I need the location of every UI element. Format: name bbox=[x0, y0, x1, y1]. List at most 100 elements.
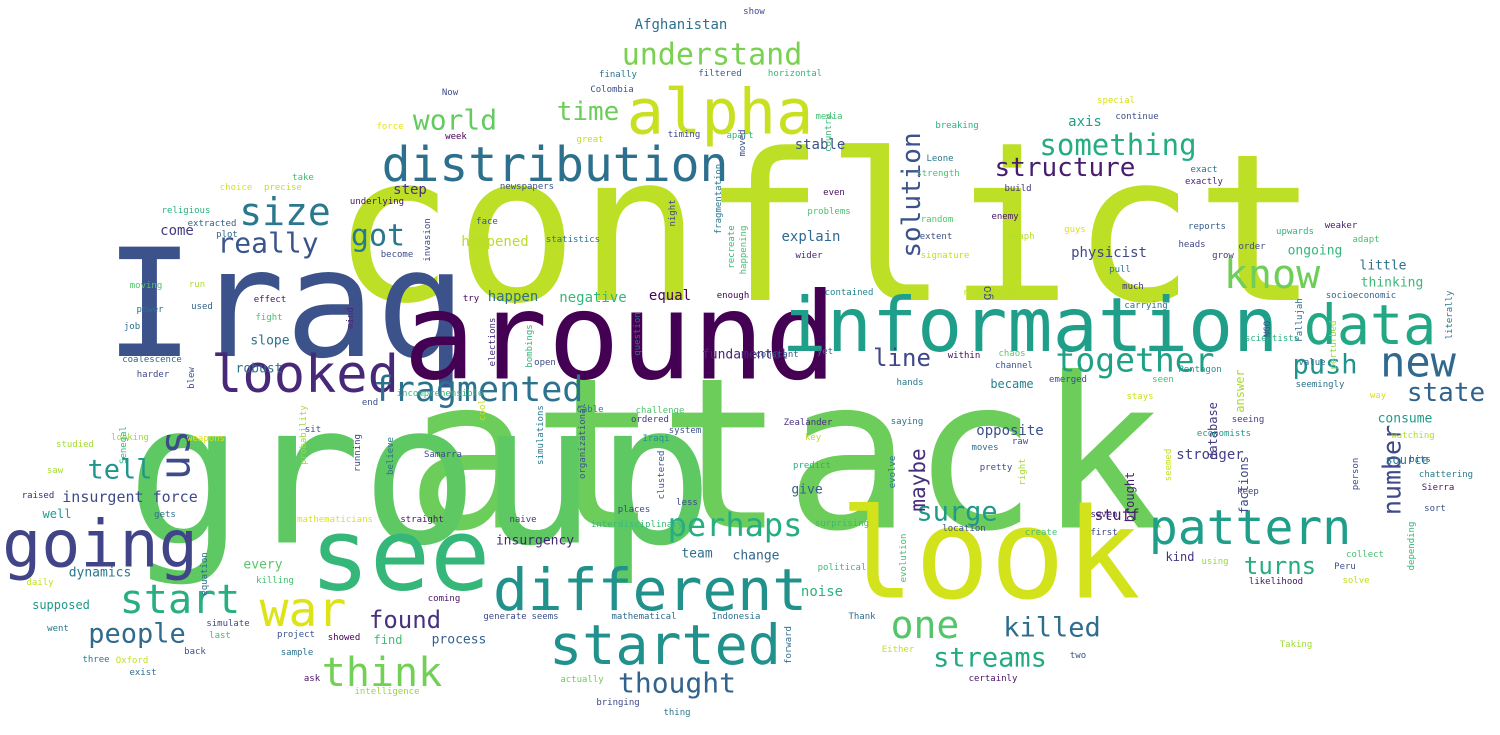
word: moving bbox=[130, 281, 163, 291]
word: much bbox=[1122, 282, 1144, 292]
word: clustered bbox=[657, 451, 667, 500]
word: bombings bbox=[525, 324, 535, 367]
word: stays bbox=[1126, 392, 1153, 402]
word: around bbox=[403, 269, 836, 408]
word: distribution bbox=[382, 137, 729, 193]
word: simulate bbox=[206, 619, 249, 629]
word: signature bbox=[921, 251, 970, 261]
word: exactly bbox=[1185, 177, 1224, 187]
word: slope bbox=[250, 334, 289, 349]
word: Indonesia bbox=[712, 612, 761, 622]
word: brought bbox=[1123, 472, 1137, 523]
word: found bbox=[369, 606, 441, 634]
word: happened bbox=[461, 234, 528, 250]
word: give bbox=[791, 483, 822, 498]
word: cable bbox=[576, 405, 603, 415]
word: horizontal bbox=[768, 69, 822, 79]
word: Either bbox=[882, 645, 915, 655]
word: Zealander bbox=[784, 418, 833, 428]
word: chattering bbox=[1419, 470, 1473, 480]
word: structure bbox=[995, 153, 1136, 183]
word: ordered bbox=[631, 415, 669, 425]
word: running bbox=[353, 434, 363, 472]
word: daily bbox=[26, 578, 54, 588]
word: started bbox=[549, 613, 781, 677]
word: team bbox=[681, 547, 712, 562]
word: coalescence bbox=[122, 355, 182, 365]
word: mathematical bbox=[611, 612, 676, 622]
word: moved bbox=[738, 129, 748, 156]
word: went bbox=[47, 624, 69, 634]
word: enough bbox=[717, 291, 750, 301]
word: media bbox=[815, 112, 842, 122]
word: try bbox=[463, 294, 480, 304]
word: incomprehensible bbox=[397, 389, 484, 399]
word: reasonable bbox=[963, 288, 1017, 298]
word: plot bbox=[216, 230, 238, 240]
word: start bbox=[120, 577, 240, 623]
word: right bbox=[1018, 458, 1028, 485]
word: bits bbox=[1409, 455, 1431, 465]
word: perturbed bbox=[1329, 321, 1339, 370]
word: thought bbox=[618, 667, 736, 700]
word: predict bbox=[793, 461, 831, 471]
word: fundamental bbox=[702, 348, 788, 363]
word: blew bbox=[187, 367, 197, 389]
word: Afghanistan bbox=[635, 17, 728, 33]
word: one bbox=[891, 603, 960, 647]
word: problems bbox=[807, 207, 850, 217]
word: different bbox=[493, 556, 807, 624]
word: Iraqi bbox=[642, 434, 669, 444]
word: think bbox=[322, 650, 442, 696]
word: three bbox=[82, 655, 109, 665]
word: economists bbox=[1197, 429, 1251, 439]
word: simulations bbox=[536, 405, 546, 465]
word: thinking bbox=[1361, 276, 1424, 291]
word: pretty bbox=[980, 463, 1013, 473]
word: turns bbox=[1244, 552, 1316, 580]
word: Pentagon bbox=[1178, 365, 1221, 375]
word: naive bbox=[509, 515, 536, 525]
word: exist bbox=[129, 668, 156, 678]
word: Iraq bbox=[104, 218, 465, 392]
word: end bbox=[362, 398, 378, 408]
word: power bbox=[136, 305, 164, 315]
word: source bbox=[1385, 453, 1428, 467]
word: cool bbox=[478, 399, 488, 421]
word: statistics bbox=[546, 235, 600, 245]
word: carrying bbox=[1124, 301, 1167, 311]
word: maybe bbox=[906, 448, 930, 511]
word: number bbox=[1378, 425, 1407, 515]
word: really bbox=[217, 227, 318, 260]
word: Peru bbox=[1334, 562, 1356, 572]
word: became bbox=[990, 377, 1033, 391]
word: evolve bbox=[888, 456, 898, 489]
word: answer bbox=[1233, 369, 1247, 412]
word: explain bbox=[781, 229, 840, 245]
word: depending bbox=[1407, 522, 1417, 571]
word: using bbox=[1201, 557, 1228, 567]
word: open bbox=[534, 358, 556, 368]
word: become bbox=[381, 250, 414, 260]
word: question bbox=[633, 312, 643, 355]
word: last bbox=[209, 631, 231, 641]
word: understand bbox=[622, 38, 803, 73]
word: something bbox=[1039, 128, 1196, 162]
word: seemed bbox=[1164, 449, 1174, 482]
word: dynamics bbox=[69, 566, 132, 581]
word: Fallujah bbox=[1295, 298, 1305, 341]
word: insurgency bbox=[496, 534, 574, 549]
word: contained bbox=[825, 288, 874, 298]
word: killed bbox=[1003, 613, 1101, 644]
word: extent bbox=[920, 232, 953, 242]
word: new bbox=[1380, 338, 1457, 387]
word: upwards bbox=[1276, 227, 1314, 237]
word: studied bbox=[56, 440, 94, 450]
word: intelligence bbox=[354, 687, 419, 697]
word: Leone bbox=[926, 154, 953, 164]
word: Samarra bbox=[424, 450, 462, 460]
word: Colombia bbox=[590, 85, 633, 95]
word: precise bbox=[264, 183, 302, 193]
word: scientists bbox=[1245, 334, 1299, 344]
word: week bbox=[445, 132, 467, 142]
